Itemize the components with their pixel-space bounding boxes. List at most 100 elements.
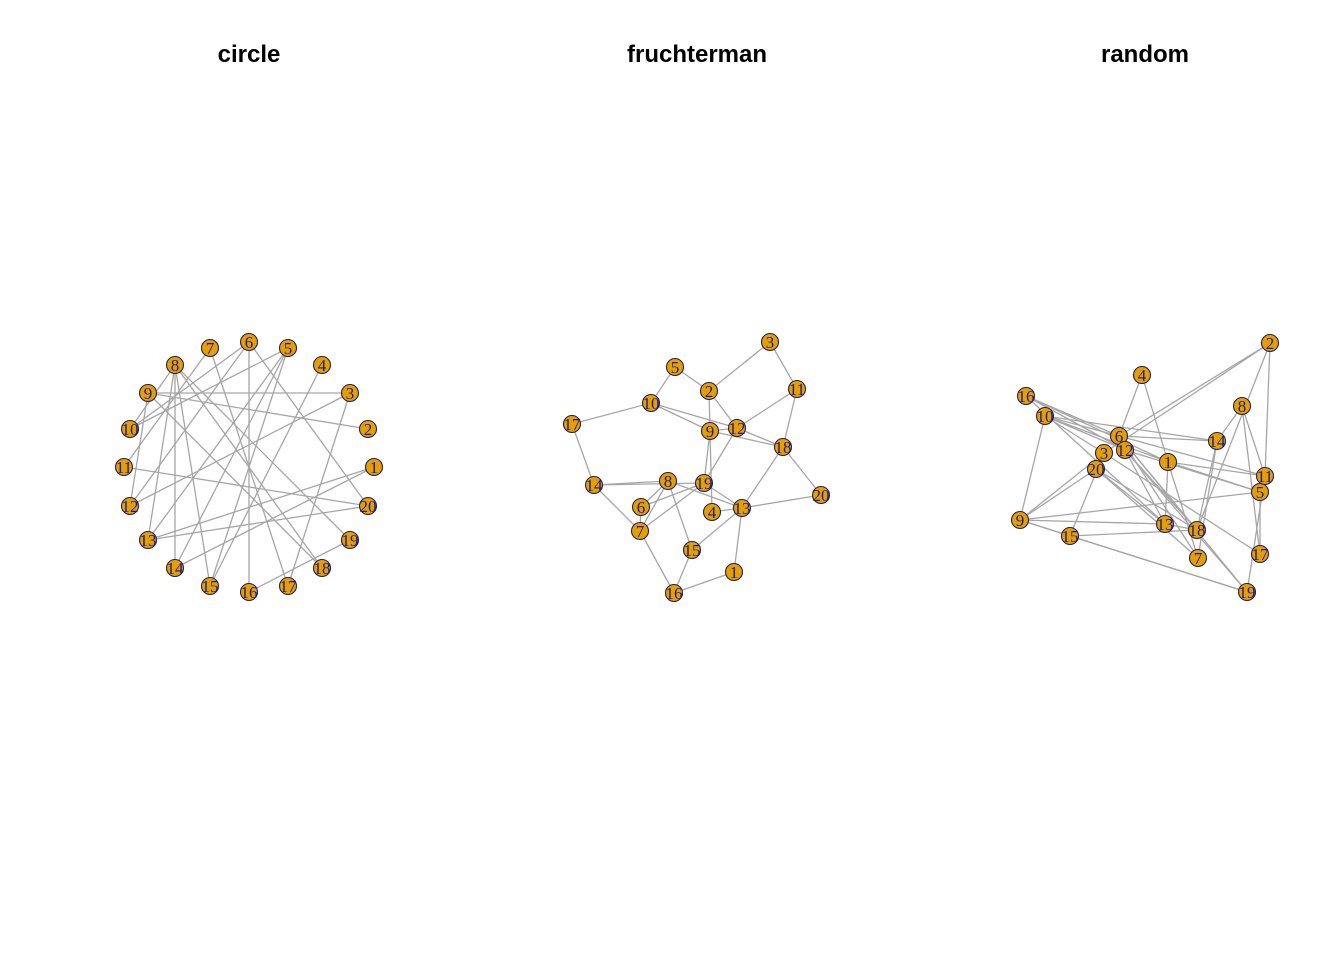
edge-random-15-18 — [1069, 529, 1198, 537]
edge-circle-12-9 — [129, 392, 149, 507]
edge-fruchterman-1-16 — [673, 571, 735, 594]
node-fruchterman-16: 16 — [664, 583, 684, 603]
edge-random-1-7 — [1167, 461, 1199, 559]
node-circle-circle-6 — [239, 332, 259, 352]
node-circle-circle-11 — [114, 457, 134, 477]
node-label-random-18: 18 — [1189, 521, 1206, 540]
node-circle-circle-14 — [165, 558, 185, 578]
node-circle-6: 6 — [239, 332, 259, 352]
node-fruchterman-9: 9 — [700, 421, 720, 441]
node-fruchterman-4: 4 — [702, 502, 722, 522]
node-random-17: 17 — [1250, 544, 1270, 564]
node-circle-fruchterman-20 — [811, 485, 831, 505]
node-random-14: 14 — [1207, 431, 1227, 451]
node-circle-circle-3 — [340, 383, 360, 403]
edge-circle-11-20 — [123, 466, 369, 507]
node-label-fruchterman-10: 10 — [643, 394, 660, 413]
edge-random-10-1 — [1044, 415, 1169, 463]
node-circle-random-15 — [1060, 526, 1080, 546]
edge-random-4-6 — [1118, 374, 1143, 437]
node-circle-fruchterman-10 — [641, 393, 661, 413]
edge-random-10-3 — [1044, 415, 1105, 454]
edge-circle-12-3 — [129, 392, 351, 507]
node-circle-fruchterman-8 — [658, 471, 678, 491]
node-circle-circle-16 — [239, 582, 259, 602]
edge-fruchterman-11-18 — [782, 388, 798, 448]
node-circle-fruchterman-18 — [773, 437, 793, 457]
node-circle-fruchterman-14 — [584, 475, 604, 495]
node-circle-circle-10 — [120, 419, 140, 439]
node-circle-1: 1 — [364, 457, 384, 477]
node-label-fruchterman-8: 8 — [664, 472, 673, 491]
edge-circle-14-1 — [174, 466, 375, 569]
node-label-circle-17: 17 — [280, 577, 298, 596]
node-circle-random-12 — [1115, 440, 1135, 460]
edge-circle-10-6 — [129, 341, 250, 430]
node-circle-random-17 — [1250, 544, 1270, 564]
edge-fruchterman-17-14 — [571, 423, 595, 486]
node-label-circle-8: 8 — [171, 356, 180, 375]
edge-fruchterman-10-9 — [650, 402, 711, 432]
node-circle-fruchterman-15 — [682, 540, 702, 560]
node-label-circle-3: 3 — [346, 384, 355, 403]
node-circle-fruchterman-17 — [562, 414, 582, 434]
node-circle-circle-15 — [200, 576, 220, 596]
edge-random-10-6 — [1044, 415, 1120, 437]
node-fruchterman-10: 10 — [641, 393, 661, 413]
node-circle-random-11 — [1255, 466, 1275, 486]
edge-random-15-19 — [1069, 535, 1248, 593]
node-circle-11: 11 — [114, 457, 134, 477]
edge-circle-18-8 — [174, 364, 323, 569]
edge-random-20-9 — [1019, 468, 1097, 521]
edge-fruchterman-12-11 — [736, 388, 798, 429]
node-fruchterman-17: 17 — [562, 414, 582, 434]
node-circle-fruchterman-4 — [702, 502, 722, 522]
edge-fruchterman-8-13 — [667, 480, 743, 509]
node-circle-circle-9 — [138, 383, 158, 403]
node-label-random-20: 20 — [1088, 460, 1105, 479]
node-circle-circle-4 — [312, 355, 332, 375]
node-circle-circle-12 — [120, 496, 140, 516]
edge-fruchterman-18-13 — [741, 446, 784, 509]
edge-circle-17-3 — [287, 392, 351, 587]
node-circle-2: 2 — [358, 419, 378, 439]
edge-random-1-5 — [1167, 461, 1261, 493]
node-label-random-17: 17 — [1252, 545, 1270, 564]
node-label-fruchterman-7: 7 — [636, 522, 645, 541]
edge-random-10-9 — [1019, 415, 1046, 521]
node-label-circle-7: 7 — [206, 339, 215, 358]
node-label-random-16: 16 — [1018, 387, 1035, 406]
node-label-fruchterman-6: 6 — [637, 498, 646, 517]
node-circle-fruchterman-9 — [700, 421, 720, 441]
node-label-random-7: 7 — [1194, 549, 1203, 568]
node-random-7: 7 — [1188, 548, 1208, 568]
node-label-circle-18: 18 — [314, 559, 331, 578]
node-random-8: 8 — [1232, 396, 1252, 416]
node-circle-fruchterman-11 — [787, 379, 807, 399]
node-circle-3: 3 — [340, 383, 360, 403]
node-circle-9: 9 — [138, 383, 158, 403]
edge-circle-5-14 — [174, 347, 289, 569]
node-circle-circle-18 — [312, 558, 332, 578]
node-label-circle-19: 19 — [342, 531, 359, 550]
node-label-circle-11: 11 — [116, 458, 132, 477]
node-fruchterman-20: 20 — [811, 485, 831, 505]
edge-fruchterman-15-13 — [691, 507, 743, 551]
node-random-20: 20 — [1086, 459, 1106, 479]
node-random-4: 4 — [1132, 365, 1152, 385]
node-circle-circle-13 — [138, 530, 158, 550]
node-circle-random-13 — [1155, 514, 1175, 534]
node-circle-circle-5 — [278, 338, 298, 358]
node-circle-random-10 — [1035, 406, 1055, 426]
node-label-circle-20: 20 — [360, 497, 377, 516]
node-label-circle-6: 6 — [245, 333, 254, 352]
edge-random-6-14 — [1118, 435, 1218, 442]
edge-circle-13-1 — [147, 466, 375, 541]
node-random-11: 11 — [1255, 466, 1275, 486]
node-fruchterman-18: 18 — [773, 437, 793, 457]
node-circle-circle-19 — [340, 530, 360, 550]
node-label-fruchterman-11: 11 — [789, 380, 805, 399]
